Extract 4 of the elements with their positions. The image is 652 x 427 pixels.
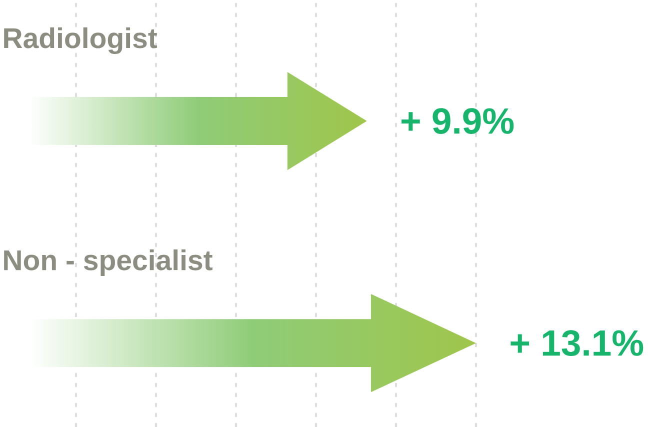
y-tick-label: Radiologist [4, 27, 158, 54]
y-tick-label: Non - specialist [4, 249, 212, 276]
data-label: + 9.9% [402, 108, 514, 134]
data-label: + 13.1% [510, 330, 644, 356]
